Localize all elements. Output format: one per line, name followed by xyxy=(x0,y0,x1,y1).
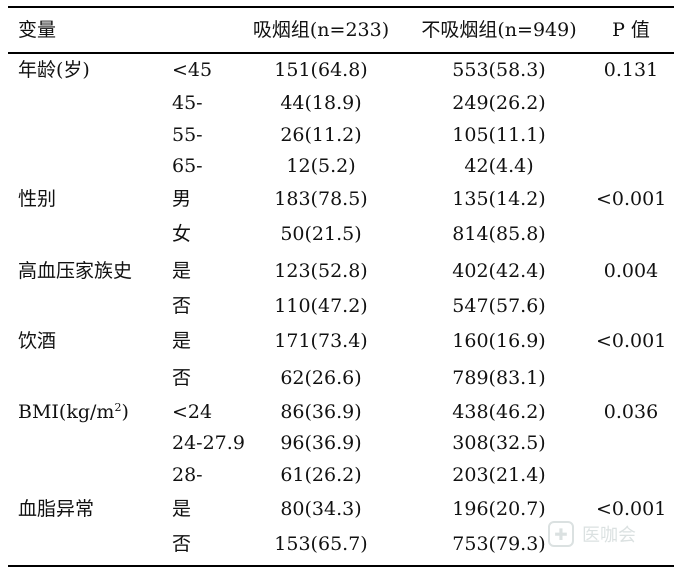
row-category: 45- xyxy=(172,92,203,114)
row-nonsmokers-value: 135(14.2) xyxy=(452,188,546,210)
row-smokers-value: 171(73.4) xyxy=(274,330,368,352)
row-variable-text: BMI(kg/m xyxy=(18,401,115,423)
row-nonsmokers-value: 203(21.4) xyxy=(452,464,546,486)
row-p-value: 0.004 xyxy=(603,260,659,282)
row-category: 否 xyxy=(172,367,192,389)
row-nonsmokers-value: 196(20.7) xyxy=(452,498,546,520)
table-top-rule xyxy=(8,6,674,8)
row-smokers-value: 183(78.5) xyxy=(274,188,368,210)
row-variable-tail: ) xyxy=(121,401,129,423)
row-smokers-value: 61(26.2) xyxy=(280,464,362,486)
row-nonsmokers-value: 753(79.3) xyxy=(452,533,546,555)
row-nonsmokers-value: 814(85.8) xyxy=(452,223,546,245)
row-category: 女 xyxy=(172,223,192,245)
row-variable: BMI(kg/m2) xyxy=(18,400,129,424)
row-nonsmokers-value: 308(32.5) xyxy=(452,432,546,454)
row-category: <45 xyxy=(172,59,213,81)
row-variable: 血脂异常 xyxy=(18,498,95,520)
row-category: 28- xyxy=(172,464,203,486)
row-variable: 年龄(岁) xyxy=(18,59,90,81)
row-category: 是 xyxy=(172,498,192,520)
row-p-value: <0.001 xyxy=(596,330,667,352)
row-p-value: <0.001 xyxy=(596,188,667,210)
watermark-text: 医咖会 xyxy=(582,525,636,546)
row-category: 55- xyxy=(172,124,203,146)
row-category: 65- xyxy=(172,155,203,177)
row-nonsmokers-value: 553(58.3) xyxy=(452,59,546,81)
row-variable: 饮酒 xyxy=(18,330,57,352)
row-smokers-value: 96(36.9) xyxy=(280,432,362,454)
row-smokers-value: 62(26.6) xyxy=(280,367,362,389)
row-smokers-value: 110(47.2) xyxy=(274,295,368,317)
row-p-value: 0.131 xyxy=(603,59,659,81)
row-nonsmokers-value: 547(57.6) xyxy=(452,295,546,317)
row-category: 是 xyxy=(172,330,192,352)
row-category: 否 xyxy=(172,533,192,555)
row-category: 否 xyxy=(172,295,192,317)
row-smokers-value: 12(5.2) xyxy=(286,155,356,177)
row-smokers-value: 80(34.3) xyxy=(280,498,362,520)
row-smokers-value: 86(36.9) xyxy=(280,401,362,423)
row-category: 男 xyxy=(172,188,192,210)
row-smokers-value: 26(11.2) xyxy=(280,124,362,146)
row-variable: 性别 xyxy=(18,188,57,210)
row-category: 24-27.9 xyxy=(172,432,245,454)
row-variable-superscript: 2 xyxy=(114,401,122,414)
row-nonsmokers-value: 42(4.4) xyxy=(464,155,534,177)
row-nonsmokers-value: 789(83.1) xyxy=(452,367,546,389)
row-smokers-value: 44(18.9) xyxy=(280,92,362,114)
row-nonsmokers-value: 249(26.2) xyxy=(452,92,546,114)
row-smokers-value: 153(65.7) xyxy=(274,533,368,555)
header-nonsmokers: 不吸烟组(n=949) xyxy=(421,19,577,41)
row-category: <24 xyxy=(172,401,213,423)
row-smokers-value: 123(52.8) xyxy=(274,260,368,282)
medical-cross-icon: ✚ xyxy=(548,521,574,547)
row-p-value: 0.036 xyxy=(603,401,659,423)
header-p-value: P 值 xyxy=(612,19,650,41)
row-variable: 高血压家族史 xyxy=(18,260,133,282)
row-nonsmokers-value: 438(46.2) xyxy=(452,401,546,423)
header-smokers: 吸烟组(n=233) xyxy=(252,19,390,41)
table-bottom-rule xyxy=(8,565,674,567)
row-smokers-value: 151(64.8) xyxy=(274,59,368,81)
table-header-rule xyxy=(8,52,674,54)
row-smokers-value: 50(21.5) xyxy=(280,223,362,245)
row-nonsmokers-value: 105(11.1) xyxy=(452,124,546,146)
row-nonsmokers-value: 402(42.4) xyxy=(452,260,546,282)
header-variable: 变量 xyxy=(18,19,57,41)
row-nonsmokers-value: 160(16.9) xyxy=(452,330,546,352)
row-p-value: <0.001 xyxy=(596,498,667,520)
row-category: 是 xyxy=(172,260,192,282)
watermark-logo: ✚ 医咖会 xyxy=(548,516,658,552)
